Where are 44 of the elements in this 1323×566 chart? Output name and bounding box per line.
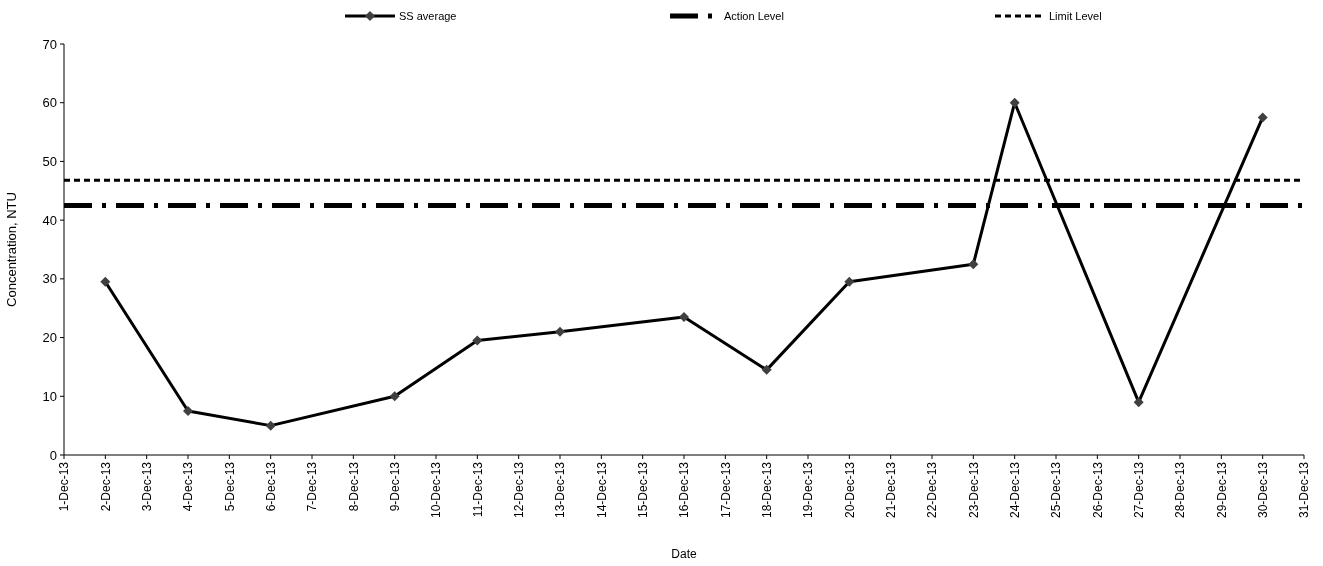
x-tick-label: 21-Dec-13 [883,461,898,519]
x-tick-label: 5-Dec-13 [222,461,237,512]
y-tick-label: 20 [42,330,57,346]
x-tick-label: 19-Dec-13 [801,461,816,519]
y-tick-label: 40 [42,212,57,228]
x-tick-label: 8-Dec-13 [346,461,361,512]
x-tick-label: 30-Dec-13 [1255,461,1270,519]
x-tick-label: 25-Dec-13 [1049,461,1064,519]
x-tick-label: 13-Dec-13 [553,461,568,519]
x-tick-label: 9-Dec-13 [387,461,402,512]
x-tick-label: 28-Dec-13 [1173,461,1188,519]
x-tick-label: 29-Dec-13 [1214,461,1229,519]
legend-label: Limit Level [1049,9,1102,22]
x-axis-title: Date [671,547,697,561]
x-tick-label: 26-Dec-13 [1090,461,1105,519]
x-tick-label: 11-Dec-13 [470,461,485,518]
x-tick-label: 10-Dec-13 [429,461,444,519]
y-tick-label: 10 [42,388,57,404]
x-tick-label: 23-Dec-13 [966,461,981,519]
x-tick-label: 15-Dec-13 [635,461,650,519]
x-tick-label: 12-Dec-13 [511,461,526,519]
x-tick-label: 7-Dec-13 [305,461,320,512]
x-tick-label: 31-Dec-13 [1297,461,1312,519]
y-tick-label: 60 [42,95,57,111]
y-tick-label: 0 [49,447,57,463]
x-tick-label: 17-Dec-13 [718,461,733,519]
x-tick-label: 16-Dec-13 [677,461,692,519]
x-tick-label: 1-Dec-13 [57,461,72,512]
x-tick-label: 22-Dec-13 [925,461,940,519]
x-tick-label: 27-Dec-13 [1131,461,1146,519]
x-tick-label: 20-Dec-13 [842,461,857,519]
x-tick-label: 3-Dec-13 [139,461,154,512]
x-tick-label: 2-Dec-13 [98,461,113,512]
y-axis-title: Concentration, NTU [4,192,19,307]
y-tick-label: 50 [42,153,57,169]
x-tick-label: 6-Dec-13 [263,461,278,512]
x-tick-label: 18-Dec-13 [759,461,774,519]
y-tick-label: 70 [42,36,57,52]
x-tick-label: 14-Dec-13 [594,461,609,519]
legend-label: Action Level [724,9,784,22]
x-tick-label: 24-Dec-13 [1007,461,1022,519]
y-tick-label: 30 [42,271,57,287]
x-tick-label: 4-Dec-13 [181,461,196,512]
legend-label: SS average [399,9,457,22]
